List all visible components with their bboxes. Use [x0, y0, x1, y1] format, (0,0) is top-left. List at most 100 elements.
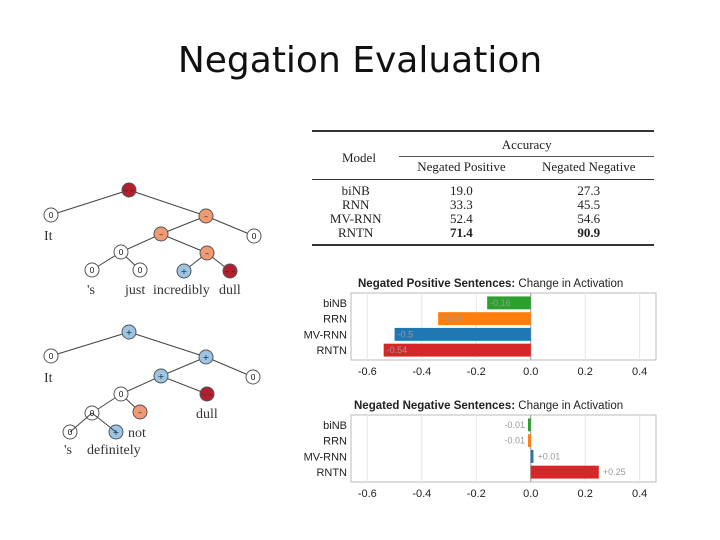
svg-text:+: +	[126, 328, 133, 337]
value-label: -0.16	[490, 298, 511, 308]
value-label: -0.34	[441, 314, 462, 324]
svg-text:0: 0	[89, 266, 94, 275]
x-tick-label: 0.2	[578, 366, 593, 378]
row-value: 52.4	[450, 211, 473, 226]
tree-node	[113, 244, 129, 260]
x-tick-label: -0.6	[358, 488, 377, 500]
table-row: MV-RNN 52.4 54.6	[312, 212, 654, 226]
tree-node	[199, 245, 215, 261]
x-tick-label: -0.2	[467, 488, 486, 500]
svg-text:–: –	[205, 249, 209, 258]
table-row: RNN 33.3 45.5	[312, 198, 654, 212]
bar	[530, 465, 599, 479]
svg-text:0: 0	[251, 232, 256, 241]
tree-word: It	[44, 229, 53, 244]
row-value: 71.4	[450, 225, 473, 240]
x-tick-label: 0.4	[632, 366, 647, 378]
bar	[383, 343, 531, 357]
svg-text:– –: – –	[124, 186, 135, 195]
tree-node	[246, 228, 262, 244]
category-label: RNTN	[316, 467, 347, 479]
slide-title: Negation Evaluation	[177, 40, 543, 81]
tree-word: dull	[219, 283, 241, 298]
tree-1-nodes	[43, 182, 262, 279]
value-label: -0.01	[504, 436, 525, 446]
category-label: biNB	[323, 298, 347, 310]
negated-positive-chart-svg: Negated Positive Sentences: Change in Ac…	[304, 278, 657, 378]
tree-node	[113, 386, 129, 402]
tree-2-nodes	[43, 324, 261, 440]
tree-word: incredibly	[153, 283, 210, 298]
tree-node	[132, 404, 148, 420]
category-label: biNB	[323, 420, 347, 432]
column-header: Negated Negative	[541, 159, 636, 174]
value-label: -0.01	[504, 420, 525, 430]
tree-node	[43, 348, 59, 364]
tree-2-words: It 's definitely not dull	[44, 371, 218, 458]
tree-node	[176, 263, 192, 279]
plot-frame	[350, 414, 657, 483]
tree-2-node-symbols: +0 + +0 0 – – 0 – 0 +	[48, 328, 255, 437]
x-tick-label: 0.2	[578, 488, 593, 500]
value-label: +0.01	[537, 451, 560, 461]
tree-word: definitely	[87, 443, 141, 458]
x-tick-label: -0.2	[467, 366, 486, 378]
row-value: 90.9	[577, 225, 601, 240]
tree-node	[198, 349, 214, 365]
x-tick-label: 0.0	[523, 366, 538, 378]
table-row: biNB 19.0 27.3	[312, 180, 654, 199]
svg-text:0: 0	[118, 390, 123, 399]
category-label: RRN	[323, 314, 347, 326]
row-value: 45.5	[577, 197, 601, 212]
tree-edges	[50, 189, 255, 414]
bar	[438, 312, 531, 326]
chart-title: Negated Negative Sentences: Change in Ac…	[354, 400, 623, 412]
negated-negative-chart: Negated Negative Sentences: Change in Ac…	[300, 394, 660, 516]
value-label: +0.25	[603, 467, 626, 477]
category-label: MV-RNN	[304, 329, 347, 341]
column-header: Negated Positive	[417, 159, 506, 174]
svg-text:–: –	[159, 230, 163, 239]
svg-text:+: +	[158, 372, 165, 381]
category-label: RNTN	[316, 345, 347, 357]
svg-text:0: 0	[250, 373, 255, 382]
plot-frame	[350, 292, 657, 361]
tree-node	[84, 262, 100, 278]
row-value: 33.3	[450, 197, 473, 212]
row-model: biNB	[341, 183, 370, 198]
x-tick-label: 0.0	[523, 488, 538, 500]
tree-word: It	[44, 371, 53, 386]
tree-word: 's	[64, 443, 72, 458]
bar	[394, 327, 531, 341]
row-model: MV-RNN	[329, 211, 382, 226]
row-value: 54.6	[577, 211, 601, 226]
bar	[528, 434, 531, 448]
bar	[487, 296, 531, 310]
tree-1-words: It 's just incredibly dull	[44, 229, 241, 298]
row-model: RNN	[341, 197, 370, 212]
chart-title: Negated Positive Sentences: Change in Ac…	[358, 278, 623, 290]
svg-text:–: –	[204, 212, 208, 221]
accuracy-header: Accuracy	[399, 131, 654, 157]
tree-word: 's	[87, 283, 95, 298]
tree-node	[222, 263, 238, 279]
table-row: RNTN 71.4 90.9	[312, 226, 654, 245]
row-value: 19.0	[450, 183, 473, 198]
tree-node-root	[121, 324, 137, 340]
svg-text:– –: – –	[202, 390, 213, 399]
tree-1-node-symbols: – – 0 – – 0 0 – 0 0 + – –	[48, 186, 256, 276]
tree-node	[199, 386, 215, 402]
x-tick-label: 0.4	[632, 488, 647, 500]
negated-positive-chart: Negated Positive Sentences: Change in Ac…	[300, 272, 660, 394]
accuracy-table: Model Accuracy Negated Positive Negated …	[312, 130, 654, 246]
row-model: RNTN	[338, 225, 374, 240]
category-label: RRN	[323, 436, 347, 448]
svg-text:0: 0	[118, 248, 123, 257]
svg-text:0: 0	[137, 266, 142, 275]
sentiment-parse-trees: – – 0 – – 0 0 – 0 0 + – – It 's just incredibly…	[43, 182, 262, 458]
tree-node	[153, 368, 169, 384]
value-label: -0.5	[398, 329, 414, 339]
svg-text:–: –	[138, 408, 142, 417]
tree-word: just	[124, 283, 145, 298]
tree-node	[43, 207, 59, 223]
